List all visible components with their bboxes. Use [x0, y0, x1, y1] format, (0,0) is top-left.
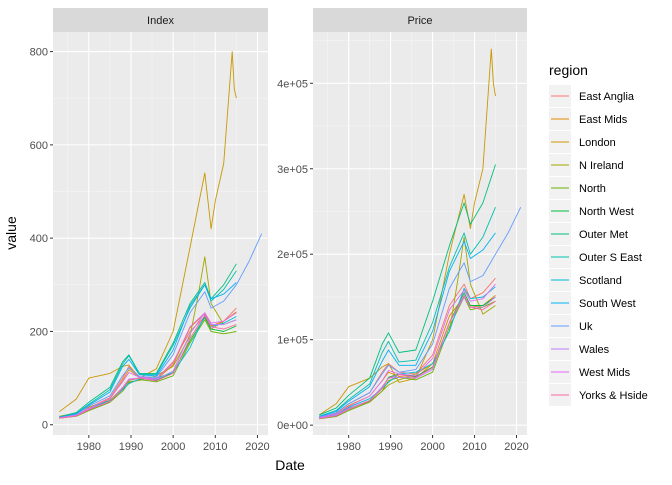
legend-label: West Mids	[579, 367, 631, 379]
legend-label: East Anglia	[579, 91, 635, 103]
price-series-scotland	[319, 286, 496, 419]
legend-label: Yorks & Hside	[579, 390, 648, 402]
index-series-south-west	[59, 282, 237, 418]
price-y-tick-label: 4e+05	[277, 78, 308, 90]
index-series-london	[59, 51, 237, 413]
legend-items: East Anglia East Mids London N Ireland North…	[549, 85, 648, 406]
legend-item-outer-s-east: Outer S East	[549, 246, 642, 268]
legend-label: Scotland	[579, 275, 622, 287]
panel-price-title: Price	[407, 15, 432, 27]
legend-label: South West	[579, 298, 636, 310]
legend-item-n-ireland: N Ireland	[549, 154, 624, 176]
price-y-tick-label: 0e+00	[277, 420, 308, 432]
price-series-outer-s-east	[319, 207, 496, 417]
price-series-north	[319, 296, 496, 420]
price-x-tick-label: 2000	[420, 441, 444, 453]
legend-item-west-mids: West Mids	[549, 361, 631, 383]
legend-item-wales: Wales	[549, 338, 610, 360]
legend-label: North West	[579, 206, 634, 218]
index-series-north	[59, 319, 237, 419]
price-x-tick-label: 1990	[378, 441, 402, 453]
index-series-yorks-and-hside	[59, 314, 237, 419]
y-axis-title: value	[3, 216, 19, 250]
panel-index: Index 0 200 400 600 800 1980 1990 2000 2010 2020	[30, 8, 270, 453]
index-x-tick-label: 1990	[119, 441, 143, 453]
panel-index-gridlines	[53, 32, 268, 435]
legend-item-yorks-and-hside: Yorks & Hside	[549, 384, 648, 406]
price-series-yorks-and-hside	[319, 294, 496, 419]
panel-price-x-tick-labels: 1980 1990 2000 2010 2020	[336, 435, 529, 453]
panel-index-series	[59, 51, 263, 419]
legend-item-outer-met: Outer Met	[549, 223, 628, 245]
legend-item-scotland: Scotland	[549, 269, 622, 291]
legend-label: North	[579, 183, 606, 195]
panel-index-y-tick-labels: 0 200 400 600 800	[30, 47, 53, 432]
price-y-tick-label: 3e+05	[277, 164, 308, 176]
legend-item-north: North	[549, 177, 606, 199]
legend-label: Outer Met	[579, 229, 628, 241]
panel-price-y-tick-labels: 0e+00 1e+05 2e+05 3e+05 4e+05	[277, 78, 313, 432]
price-y-tick-label: 1e+05	[277, 335, 308, 347]
price-series-london	[319, 48, 496, 416]
panel-index-x-tick-labels: 1980 1990 2000 2010 2020	[77, 435, 270, 453]
index-series-outer-s-east	[59, 270, 237, 418]
price-series-uk	[319, 207, 522, 418]
index-x-tick-label: 2020	[245, 441, 269, 453]
panel-index-title: Index	[147, 15, 174, 27]
price-x-tick-label: 2010	[462, 441, 486, 453]
price-series-west-mids	[319, 283, 496, 419]
legend-label: Uk	[579, 321, 593, 333]
index-series-west-mids	[59, 312, 237, 419]
price-series-outer-met	[319, 164, 496, 416]
index-y-tick-label: 400	[30, 233, 48, 245]
index-x-tick-label: 2010	[203, 441, 227, 453]
price-y-tick-label: 2e+05	[277, 249, 308, 261]
x-axis-title: Date	[275, 457, 305, 473]
panel-price-series	[319, 48, 522, 420]
legend-title: region	[549, 62, 588, 78]
legend-item-north-west: North West	[549, 200, 634, 222]
index-x-tick-label: 2000	[161, 441, 185, 453]
price-series-south-west	[319, 232, 496, 418]
legend-item-uk: Uk	[549, 315, 593, 337]
legend: region East Anglia East Mids London N Irela…	[549, 62, 648, 406]
legend-item-south-west: South West	[549, 292, 636, 314]
index-y-tick-label: 200	[30, 326, 48, 338]
price-x-tick-label: 1980	[336, 441, 360, 453]
legend-label: N Ireland	[579, 160, 624, 172]
panel-price: Price 0e+00 1e+05 2e+05 3e+05 4e+05 1980 1990…	[277, 8, 529, 453]
index-x-tick-label: 1980	[77, 441, 101, 453]
legend-label: London	[579, 137, 616, 149]
legend-item-east-anglia: East Anglia	[549, 85, 635, 107]
legend-item-london: London	[549, 131, 616, 153]
panel-price-strip	[313, 8, 527, 32]
legend-label: East Mids	[579, 114, 628, 126]
index-y-tick-label: 600	[30, 140, 48, 152]
panel-index-strip	[53, 8, 268, 32]
index-y-tick-label: 0	[42, 420, 48, 432]
legend-label: Outer S East	[579, 252, 642, 264]
index-series-uk	[59, 233, 263, 419]
legend-label: Wales	[579, 344, 610, 356]
legend-item-east-mids: East Mids	[549, 108, 628, 130]
price-x-tick-label: 2020	[504, 441, 528, 453]
index-y-tick-label: 800	[30, 47, 48, 59]
